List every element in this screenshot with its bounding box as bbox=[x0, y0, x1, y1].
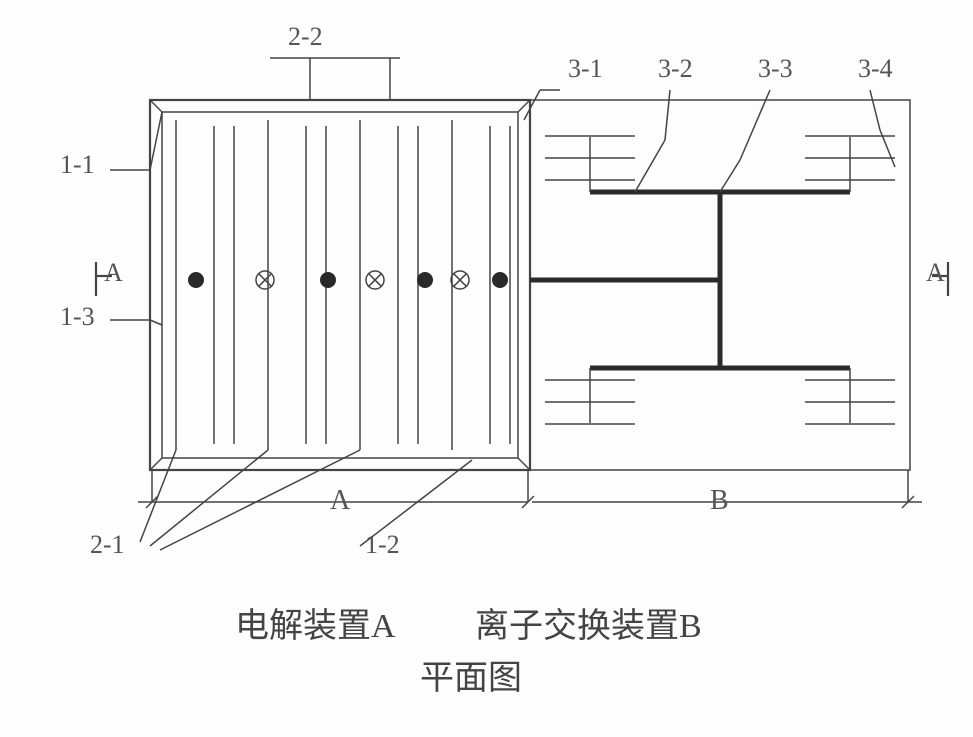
callout-3-1: 3-1 bbox=[568, 54, 603, 84]
section-marker-A-left: A bbox=[104, 258, 123, 288]
callout-2-1: 2-1 bbox=[90, 530, 125, 560]
callout-1-1: 1-1 bbox=[60, 150, 95, 180]
callout-1-3: 1-3 bbox=[60, 302, 95, 332]
diagram-root: 1-1 1-3 2-2 3-1 3-2 3-3 3-4 2-1 1-2 A A … bbox=[0, 0, 973, 737]
callout-3-4: 3-4 bbox=[858, 54, 893, 84]
dimension-B-label: B bbox=[710, 485, 729, 517]
callout-2-2: 2-2 bbox=[288, 22, 323, 52]
section-marker-A-right: A bbox=[926, 258, 945, 288]
caption-device-B: 离子交换装置B bbox=[475, 598, 702, 647]
caption-device-A: 电解装置A bbox=[235, 598, 396, 647]
dimension-A-label: A bbox=[330, 485, 350, 517]
callout-3-2: 3-2 bbox=[658, 54, 693, 84]
caption-planview: 平面图 bbox=[420, 650, 522, 699]
callout-1-2: 1-2 bbox=[365, 530, 400, 560]
callout-3-3: 3-3 bbox=[758, 54, 793, 84]
